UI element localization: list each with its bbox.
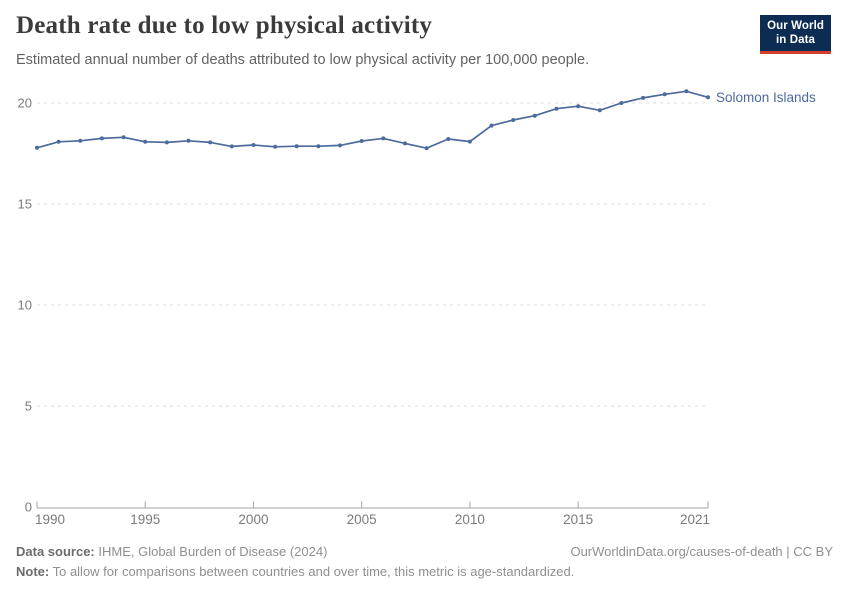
- x-tick-label: 1990: [35, 512, 65, 527]
- data-source: Data source: IHME, Global Burden of Dise…: [16, 544, 327, 559]
- data-point: [424, 146, 429, 151]
- data-point: [35, 145, 39, 150]
- data-point: [99, 136, 104, 141]
- chart-subtitle: Estimated annual number of deaths attrib…: [16, 52, 590, 68]
- x-tick-label: 2005: [347, 512, 377, 527]
- page-title: Death rate due to low physical activity: [16, 12, 433, 39]
- data-point: [229, 144, 234, 149]
- data-point: [641, 95, 646, 100]
- data-point: [706, 95, 710, 100]
- x-tick-label: 2010: [455, 512, 485, 527]
- data-point: [186, 138, 191, 143]
- x-tick-label: 2015: [563, 512, 593, 527]
- data-point: [359, 139, 364, 143]
- data-point: [208, 140, 213, 145]
- data-point: [273, 144, 278, 149]
- line-chart: 0 5 10 15 20 1990 1995 2000 2005 2010 2015 2021 Solo…: [18, 89, 816, 527]
- entity-label: Solomon Islands: [716, 90, 816, 105]
- x-tick-label: 2021: [680, 512, 710, 527]
- data-point: [381, 136, 386, 141]
- chart-footer: Data source: IHME, Global Burden of Dise…: [16, 544, 833, 579]
- x-tick-label: 2000: [238, 512, 268, 527]
- x-tick-label: 1995: [130, 512, 160, 527]
- data-point: [164, 140, 169, 145]
- data-point: [576, 104, 581, 109]
- data-point: [338, 143, 342, 148]
- data-source-text: IHME, Global Burden of Disease (2024): [94, 544, 328, 559]
- data-point: [446, 137, 451, 141]
- data-point: [403, 141, 407, 146]
- y-tick-label: 0: [25, 500, 32, 515]
- data-point: [467, 139, 472, 144]
- data-point: [294, 144, 299, 149]
- data-line: [36, 90, 709, 150]
- data-point: [121, 135, 126, 140]
- data-point: [143, 139, 148, 144]
- note-label: Note:: [16, 564, 50, 579]
- note-text: To allow for comparisons between countri…: [49, 564, 575, 579]
- owid-logo[interactable]: Our World in Data: [760, 15, 831, 54]
- data-point: [532, 113, 537, 118]
- data-point: [56, 139, 61, 144]
- data-point: [78, 138, 83, 143]
- owid-logo-line1: Our World: [767, 20, 824, 32]
- data-source-label: Data source:: [16, 544, 95, 559]
- owid-url-link[interactable]: OurWorldinData.org/causes-of-death | CC …: [570, 544, 833, 559]
- data-point: [251, 143, 256, 147]
- data-point: [619, 101, 624, 105]
- data-point: [684, 89, 689, 94]
- data-point: [662, 92, 667, 97]
- y-tick-label: 10: [18, 298, 32, 313]
- data-point: [597, 108, 602, 113]
- chart-note: Note: To allow for comparisons between c…: [16, 564, 833, 579]
- data-point: [489, 123, 494, 128]
- data-point: [316, 144, 321, 149]
- y-tick-label: 5: [25, 399, 32, 414]
- owid-logo-line2: in Data: [776, 33, 816, 46]
- data-point: [554, 106, 559, 111]
- y-tick-label: 20: [18, 96, 32, 111]
- y-tick-label: 15: [18, 197, 32, 212]
- data-point: [511, 118, 516, 122]
